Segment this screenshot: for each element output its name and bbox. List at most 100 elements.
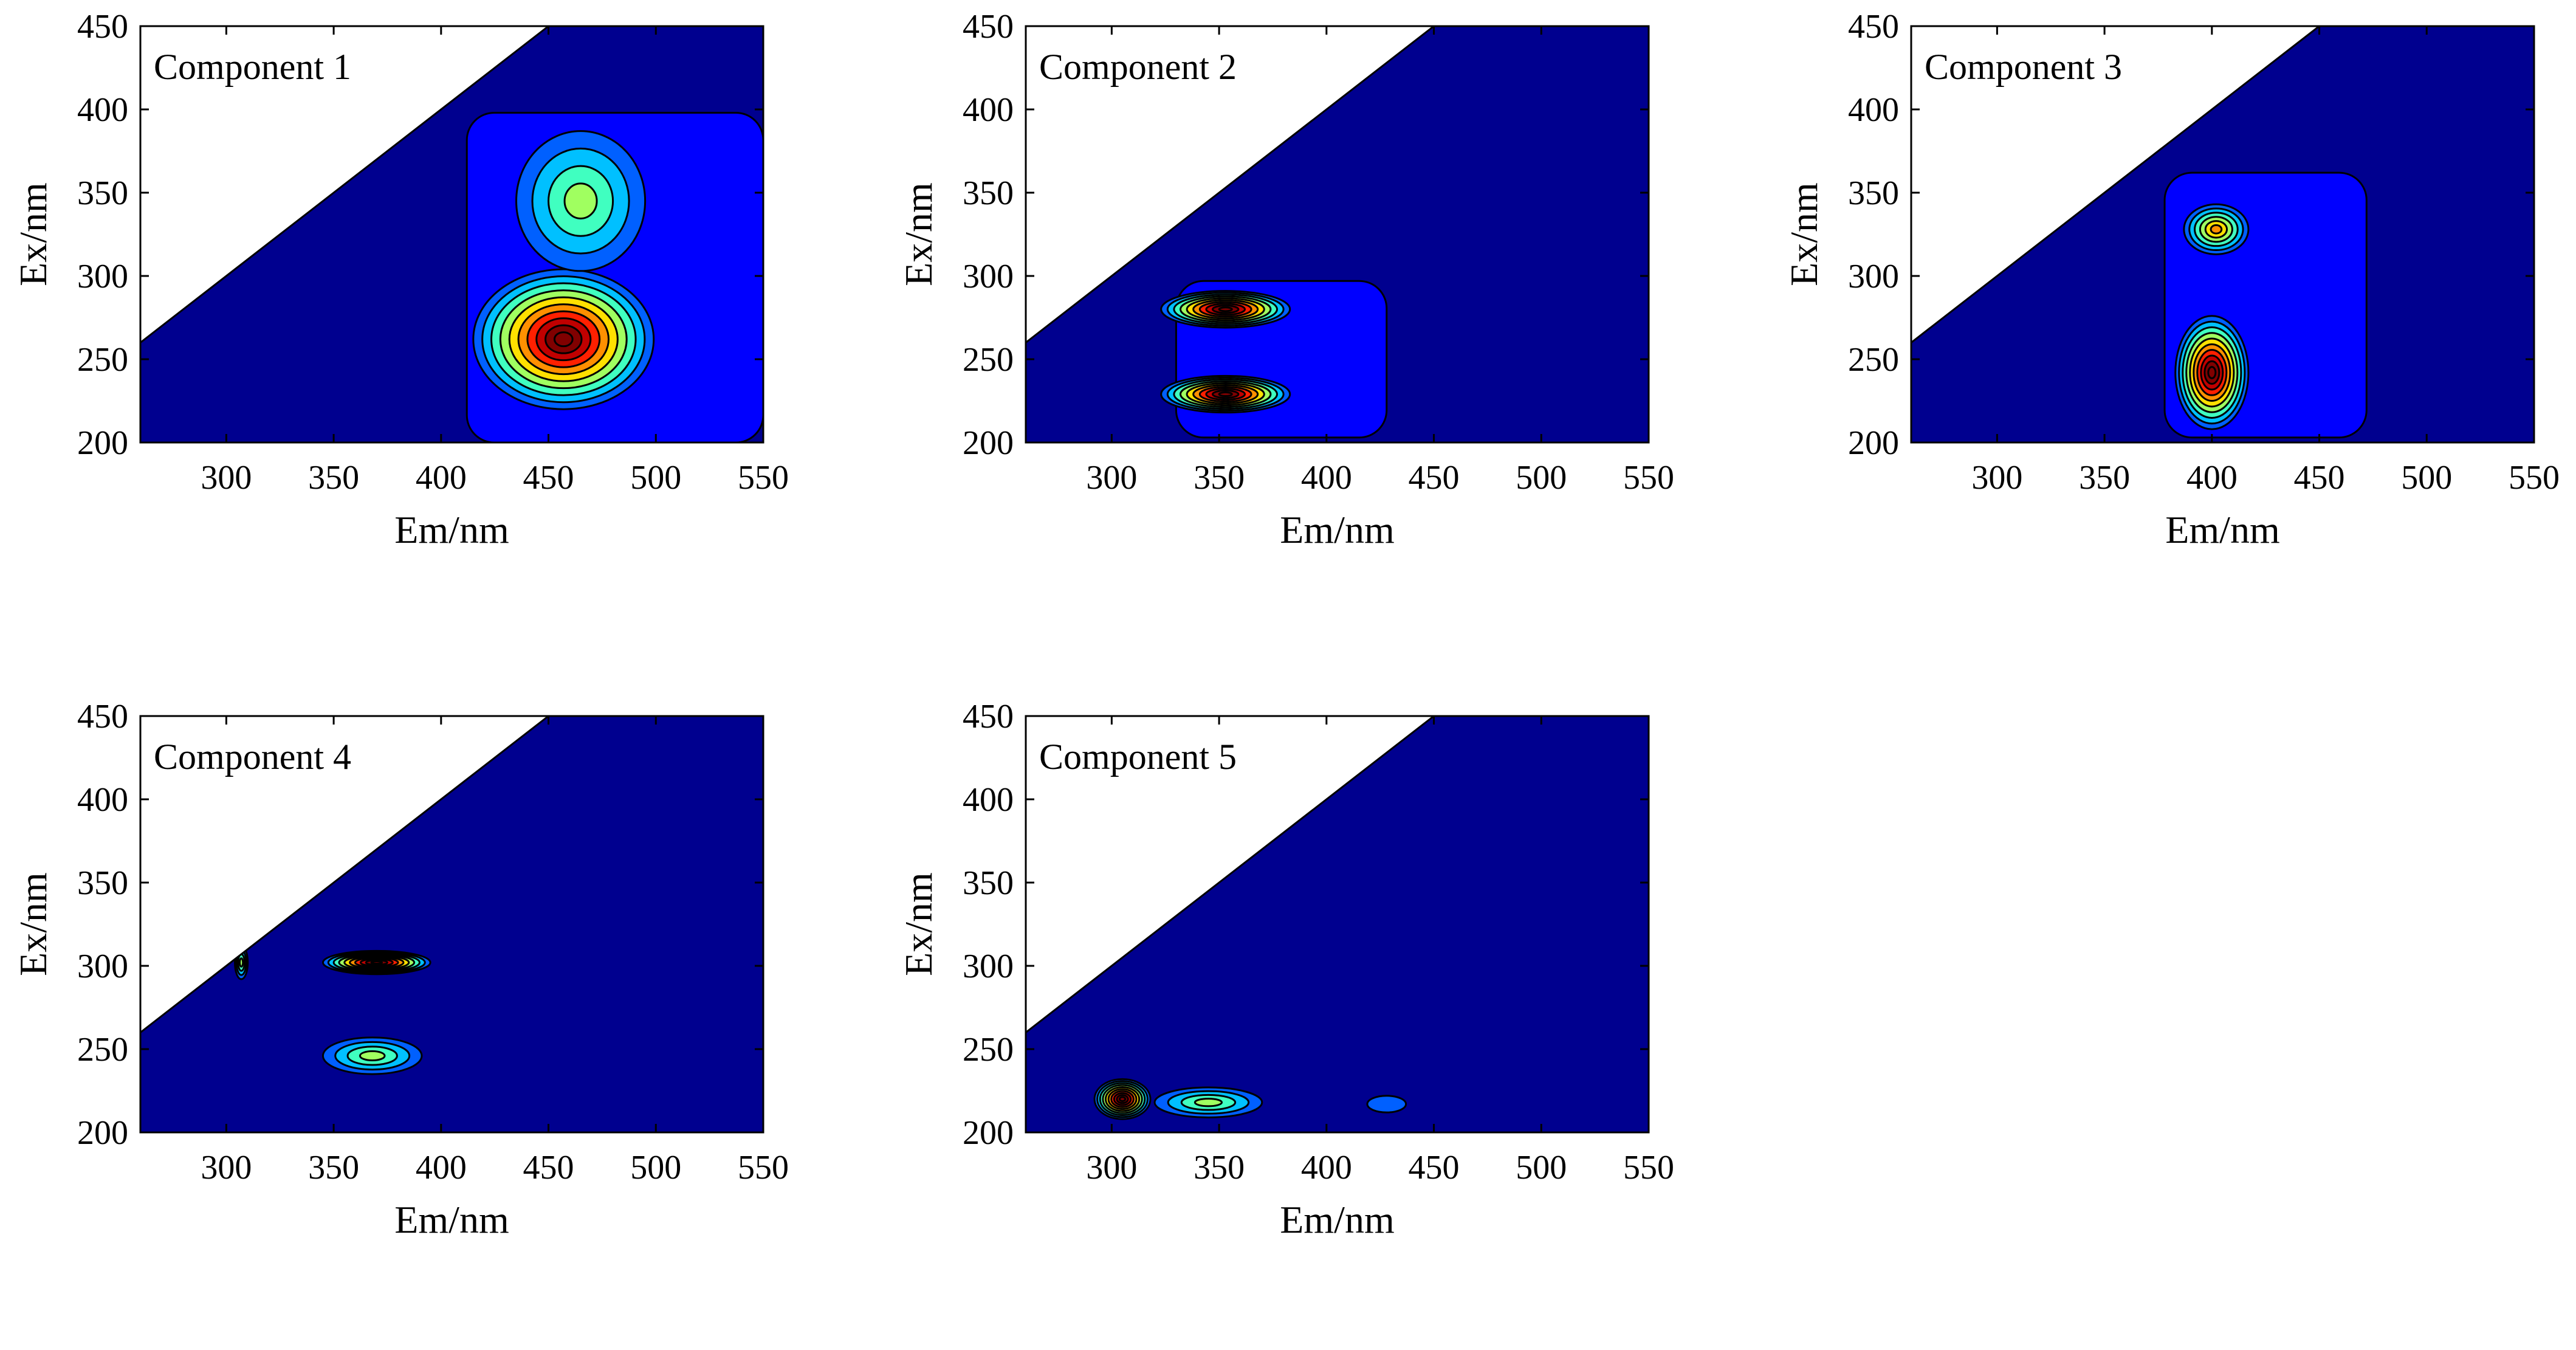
x-tick-label: 500: [1516, 1149, 1567, 1186]
panel-title: Component 3: [1925, 47, 2122, 87]
panel-5: 300 350 400 450 500 550 200 250 300 350 400 450 Em/n…: [897, 698, 1674, 1241]
contour-level: [2207, 366, 2217, 379]
x-tick-label: 400: [416, 1149, 467, 1186]
y-tick-label: 200: [963, 1114, 1014, 1152]
panel-3: 300 350 400 450 500 550 200 250 300 350 400 450 Em/n…: [1782, 8, 2560, 551]
y-tick-label: 350: [963, 864, 1014, 902]
contour-level: [1218, 306, 1233, 312]
x-tick-label: 450: [1409, 1149, 1460, 1186]
x-tick-label: 400: [1301, 459, 1352, 497]
plot-area: [140, 716, 763, 1132]
axes-box: [139, 25, 764, 444]
masked-region: [1026, 716, 1436, 1034]
masked-region: [140, 26, 550, 344]
x-tick-label: 550: [2509, 459, 2560, 497]
plot-area: [1911, 26, 2534, 443]
x-tick-label: 300: [201, 1149, 252, 1186]
y-tick-label: 350: [77, 864, 128, 902]
plot-area: [140, 26, 763, 443]
y-tick-label: 400: [77, 91, 128, 129]
y-tick-label: 300: [1848, 258, 1899, 295]
x-tick-label: 500: [2401, 459, 2452, 497]
axes-box: [139, 715, 764, 1134]
x-tick-label: 450: [523, 1149, 574, 1186]
y-tick-label: 350: [77, 174, 128, 212]
axes-box: [1910, 25, 2535, 444]
y-axis-label: Ex/nm: [897, 872, 940, 976]
contour-level: [359, 1050, 386, 1061]
x-tick-label: 300: [1086, 459, 1137, 497]
y-tick-label: 200: [77, 1114, 128, 1152]
x-tick-label: 400: [2186, 459, 2238, 497]
panel-4: 300 350 400 450 500 550 200 250 300 350 400 450 Em/n…: [12, 698, 789, 1241]
contour-level: [1194, 1098, 1223, 1107]
y-tick-label: 300: [77, 948, 128, 985]
y-tick-label: 200: [1848, 424, 1899, 462]
y-tick-label: 350: [963, 174, 1014, 212]
x-tick-label: 500: [1516, 459, 1567, 497]
x-tick-label: 350: [1194, 1149, 1245, 1186]
panel-1: 300 350 400 450 500 550 200 250 300 350 400 450 Em/n…: [12, 8, 789, 551]
contour-level: [2210, 224, 2223, 235]
x-tick-label: 550: [738, 1149, 789, 1186]
y-tick-label: 450: [963, 8, 1014, 46]
panel-title: Component 4: [154, 737, 351, 777]
x-tick-label: 350: [308, 459, 359, 497]
y-tick-label: 250: [77, 341, 128, 379]
axes-box: [1025, 25, 1650, 444]
contour-level: [370, 960, 383, 965]
plot-area: [1026, 26, 1649, 443]
x-tick-label: 300: [201, 459, 252, 497]
x-tick-label: 400: [1301, 1149, 1352, 1186]
x-tick-label: 500: [630, 459, 681, 497]
axes-box: [1025, 715, 1650, 1134]
y-tick-label: 450: [77, 698, 128, 735]
x-axis-label: Em/nm: [1280, 1198, 1394, 1241]
panel-title: Component 5: [1039, 737, 1237, 777]
y-tick-label: 300: [77, 258, 128, 295]
y-axis-label: Ex/nm: [897, 182, 940, 286]
y-tick-label: 250: [77, 1031, 128, 1069]
x-tick-label: 450: [2294, 459, 2345, 497]
contour-level: [553, 331, 574, 348]
masked-region: [1911, 26, 2321, 344]
y-tick-label: 400: [963, 781, 1014, 819]
x-tick-label: 300: [1971, 459, 2022, 497]
y-axis-label: Ex/nm: [12, 182, 55, 286]
x-tick-label: 300: [1086, 1149, 1137, 1186]
x-tick-label: 350: [308, 1149, 359, 1186]
y-tick-label: 450: [77, 8, 128, 46]
plot-area: [1026, 716, 1649, 1132]
x-tick-label: 350: [1194, 459, 1245, 497]
y-tick-label: 400: [77, 781, 128, 819]
y-tick-label: 450: [1848, 8, 1899, 46]
x-tick-label: 350: [2079, 459, 2130, 497]
y-axis-label: Ex/nm: [12, 872, 55, 976]
x-tick-label: 550: [1623, 1149, 1674, 1186]
x-tick-label: 550: [738, 459, 789, 497]
y-tick-label: 400: [963, 91, 1014, 129]
x-tick-label: 400: [416, 459, 467, 497]
y-tick-label: 350: [1848, 174, 1899, 212]
y-tick-label: 300: [963, 258, 1014, 295]
masked-region: [140, 716, 550, 1034]
x-tick-label: 550: [1623, 459, 1674, 497]
y-tick-label: 300: [963, 948, 1014, 985]
y-tick-label: 200: [77, 424, 128, 462]
x-axis-label: Em/nm: [394, 1198, 509, 1241]
x-axis-label: Em/nm: [2165, 508, 2279, 551]
y-tick-label: 200: [963, 424, 1014, 462]
y-tick-label: 250: [963, 1031, 1014, 1069]
masked-region: [1026, 26, 1436, 344]
contour-level: [563, 182, 598, 219]
x-axis-label: Em/nm: [394, 508, 509, 551]
panel-title: Component 1: [154, 47, 351, 87]
y-tick-label: 450: [963, 698, 1014, 735]
x-tick-label: 450: [1409, 459, 1460, 497]
y-tick-label: 400: [1848, 91, 1899, 129]
y-tick-label: 250: [1848, 341, 1899, 379]
y-axis-label: Ex/nm: [1782, 182, 1826, 286]
panel-2: 300 350 400 450 500 550 200 250 300 350 400 450 Em/n…: [897, 8, 1674, 551]
y-tick-label: 250: [963, 341, 1014, 379]
